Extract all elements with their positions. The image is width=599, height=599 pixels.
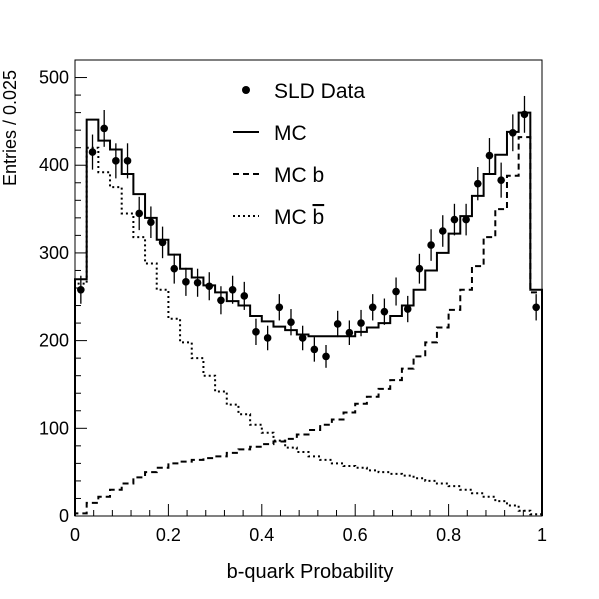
legend-label-mc: MC [274,122,307,145]
x-tick-label: 0.4 [249,525,274,545]
data-point [123,157,132,165]
data-point [240,292,249,300]
legend-bbar-symbol: b [313,206,325,229]
data-point [275,303,284,312]
data-point [485,151,494,160]
axis-ticks [74,59,543,517]
data-point [345,328,354,337]
data-point [100,124,108,133]
y-tick-labels: 0 100 200 300 400 500 [39,68,69,526]
data-point [77,285,85,294]
data-point [462,215,470,224]
data-point [263,334,272,342]
x-tick-label: 0.2 [156,525,181,545]
legend-marker-data [242,86,250,94]
data-point [438,227,447,235]
data-point [147,218,155,227]
data-point [135,209,144,218]
data-point [322,352,330,361]
data-point [473,179,482,188]
series-mc-line [74,111,543,516]
data-point [158,238,167,247]
data-point [497,176,505,184]
data-point [427,241,435,249]
data-point [532,303,540,312]
data-point [509,128,517,137]
series-layer [74,111,543,516]
data-point [520,110,529,119]
data-point [333,320,342,328]
data-point [112,157,120,165]
x-axis-title: b-quark Probability [227,561,394,583]
legend-label-mc-bbar: MC b [274,206,324,229]
series-mc-b--line [74,146,543,516]
x-tick-label: 0.6 [343,525,368,545]
x-tick-label: 1 [537,525,547,545]
y-tick-label: 300 [39,243,69,263]
data-point [217,296,225,305]
x-tick-label: 0 [70,525,80,545]
y-tick-label: 200 [39,331,69,351]
data-point [357,319,365,327]
data-point [193,278,202,287]
y-tick-label: 100 [39,418,69,438]
data-point [380,307,389,316]
y-tick-label: 500 [39,68,69,88]
data-point [228,285,237,294]
y-tick-label: 400 [39,155,69,175]
data-point [182,278,190,286]
data-point [310,345,319,354]
data-point [415,264,424,273]
y-tick-label: 0 [59,506,69,526]
legend-label-mc-b: MC b [274,164,324,187]
data-point [403,305,412,313]
x-tick-labels: 0 0.2 0.4 0.6 0.8 1 [70,525,547,545]
data-point [450,215,459,224]
data-point [170,264,179,273]
legend: SLD Data MC MC b MC b [233,80,365,229]
data-point [368,303,377,312]
data-point [205,282,214,291]
data-point [252,328,260,336]
x-tick-label: 0.8 [436,525,461,545]
legend-label-data: SLD Data [274,80,365,103]
data-points [77,95,540,368]
data-point [392,287,400,296]
data-point [287,318,295,327]
y-axis-title: Entries / 0.025 [0,70,20,186]
data-point [88,148,97,156]
data-point [298,334,307,342]
